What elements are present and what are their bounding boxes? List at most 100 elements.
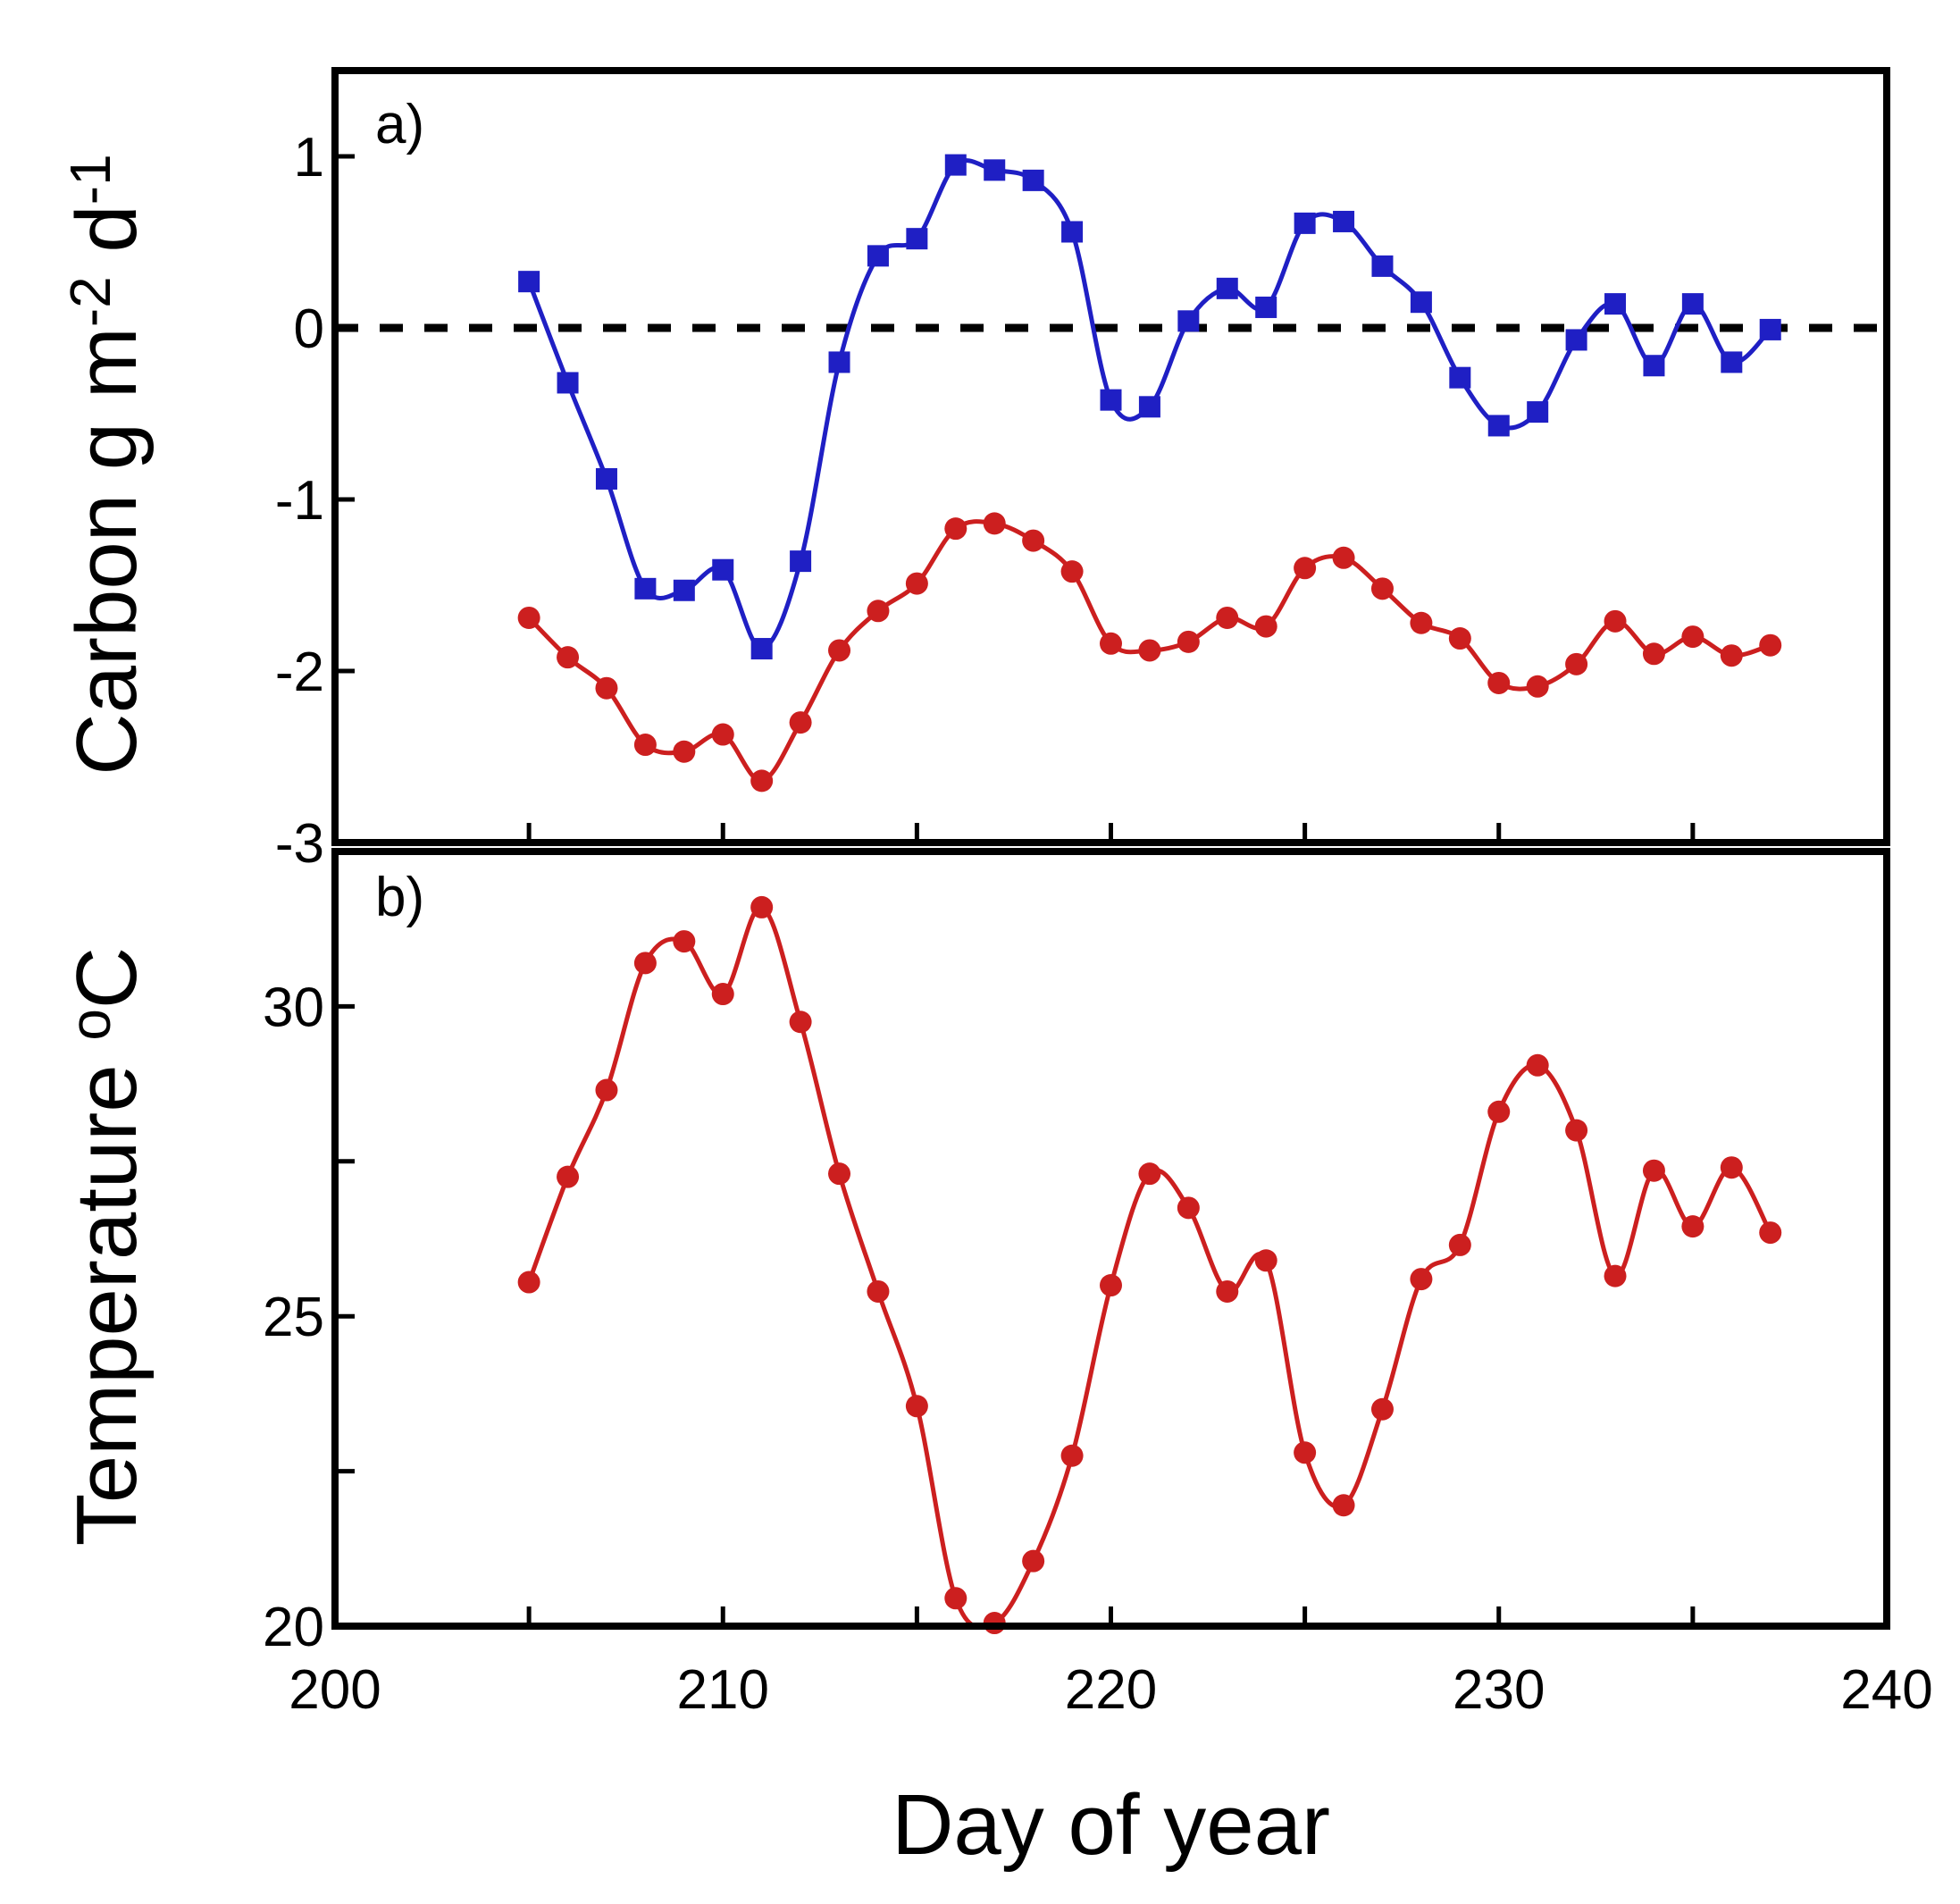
panel-a-series-2-point-223 [1216,606,1239,629]
panel-a-series-1-point-223 [1216,277,1238,299]
panel-a-series-2-point-228 [1410,611,1433,634]
panel-a-y-tick-label: -2 [275,642,324,703]
panel-a-series-1-point-232 [1565,329,1587,351]
panel-b-series-1-point-223 [1216,1279,1239,1303]
panel-a-series-2-point-229 [1448,627,1471,650]
panel-b-series-1-point-220 [1100,1274,1122,1297]
panel-a-series-2-point-207 [595,676,618,700]
panel-a-series-2-point-208 [633,734,657,757]
panel-b-series-1-point-222 [1177,1196,1200,1220]
panel-a-series-2-point-215 [905,572,928,595]
panel-a-series-1-point-219 [1061,221,1084,243]
panel-b-series-1-point-235 [1681,1215,1705,1238]
y-title-unit: C [59,947,155,1009]
panel-a-series-2-point-221 [1138,639,1161,662]
panel-b-series-1-point-221 [1138,1162,1161,1186]
panel-b-series-1-point-213 [828,1162,851,1186]
panel-a-series-1-point-235 [1681,293,1704,315]
panel-b-label: b) [375,867,424,928]
panel-a-series-2-point-222 [1177,630,1200,653]
panel-b-series-1-point-208 [633,952,657,975]
panel-a-series-1-point-234 [1643,355,1665,377]
panel-b-x-ticks: 200 210 220 230 240 [289,1659,1932,1721]
y-title-exponent-2: -1 [58,154,122,205]
y-title-base: Temperature [59,1041,155,1547]
panel-a-series-1-point-224 [1255,296,1277,318]
panel-b-y-tick-label: 25 [263,1287,324,1348]
panel-b: 30 25 20 200 210 220 230 240 b) Temperature oC… [58,848,1933,1873]
panel-a-series-1-point-207 [595,467,617,490]
panel-b-y-ticks: 30 25 20 [263,977,355,1658]
panel-a-y-tick-label: -3 [275,813,324,875]
panel-a-series-2-point-224 [1254,615,1277,638]
panel-a-y-tick-label: -1 [275,470,324,532]
panel-a-series-2-point-227 [1370,577,1394,600]
panel-a-series-2-point-216 [944,517,967,541]
panel-a-series-1-point-208 [634,577,657,600]
panel-b-series-1-point-232 [1565,1119,1588,1142]
panel-a-series-1-point-211 [750,638,773,660]
panel-a-series-2-point-231 [1526,675,1549,698]
x-tick-label: 240 [1840,1659,1932,1721]
panel-a-series-1-point-237 [1759,318,1781,340]
panel-a-series-1-point-216 [944,154,967,176]
panel-a-y-ticks: 1 0 -1 -2 -3 [275,127,355,875]
panel-a-series-2-point-236 [1720,644,1743,667]
panel-a-series-1-point-220 [1100,389,1122,411]
panel-a-series-2-point-237 [1759,633,1782,657]
panel-a-series-1-point-206 [557,372,579,394]
panel-a-series-2-point-212 [789,711,812,734]
panel-a-series-1-point-221 [1138,396,1160,418]
panel-a-series-2-point-211 [750,769,774,793]
panel-b-series-1-point-224 [1254,1249,1277,1272]
panel-b-series-1-line [526,904,1772,1630]
panel-a-series-1-point-222 [1177,310,1200,332]
panel-a-series-2-point-233 [1604,609,1627,633]
panel-a: 10-1-2-3 a) Carbon g m-2 d-1 [58,67,1890,875]
panel-a-series-2-point-210 [711,723,734,746]
panel-b-series-1-point-233 [1604,1264,1627,1288]
panel-b-series-1-point-212 [789,1011,812,1034]
panel-a-series-1-point-228 [1410,291,1432,314]
panel-a-series-1-point-233 [1604,293,1627,315]
panel-b-series-1-point-230 [1487,1100,1511,1123]
panel-a-series-1-point-217 [984,159,1006,181]
panel-b-series-1-point-211 [750,895,774,918]
panel-a-series-1-point-236 [1721,351,1743,373]
panel-b-series-1-point-225 [1294,1441,1317,1464]
panel-a-series-1-point-231 [1527,401,1549,424]
y-title-exponent-1: -2 [58,276,122,327]
panel-a-series-2-point-219 [1060,560,1084,583]
panel-a-series-2-point-213 [828,639,851,662]
panel-a-series-2-point-217 [983,512,1006,535]
panel-b-series-1-point-216 [944,1587,967,1610]
panel-a-y-axis-title: Carbon g m-2 d-1 [58,154,155,775]
panel-b-series-1-point-206 [557,1165,580,1188]
panel-a-series-1-point-215 [906,228,928,250]
x-tick-label: 230 [1453,1659,1545,1721]
panel-b-series-1-point-236 [1720,1156,1743,1179]
panel-a-series-1-point-213 [828,351,850,373]
panel-b-series-1-point-231 [1526,1053,1549,1077]
panel-b-series-1-point-237 [1759,1221,1782,1245]
panel-a-series-2-point-225 [1294,557,1317,580]
panel-a-series-2-point-209 [673,740,696,763]
x-tick-label: 220 [1065,1659,1157,1721]
panel-b-y-axis-title: Temperature oC [58,947,155,1547]
panel-b-series-1-point-228 [1410,1268,1433,1291]
panel-a-plot-area [335,154,1887,843]
panel-a-series-2-point-235 [1681,625,1705,649]
panel-a-series-2-point-226 [1332,546,1355,569]
panel-b-series-1-point-210 [711,983,734,1006]
panel-b-y-tick-label: 20 [263,1597,324,1658]
y-title-base: Carbon g m [59,327,155,776]
panel-a-label: a) [375,94,424,155]
panel-a-series-2-point-234 [1642,642,1665,666]
panel-b-plot-area [517,895,1782,1635]
y-title-degree: o [58,1009,122,1041]
panel-a-series-2-point-232 [1565,652,1588,675]
panel-a-y-tick-label: 0 [294,298,324,360]
panel-b-series-1-point-215 [905,1395,928,1418]
panel-a-series-2-point-214 [867,600,890,623]
